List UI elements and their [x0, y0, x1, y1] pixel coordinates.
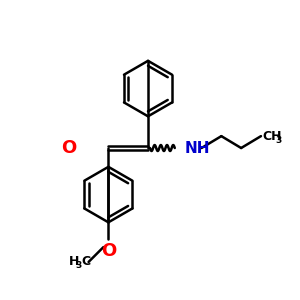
Text: 3: 3: [276, 136, 282, 145]
Text: 3: 3: [76, 261, 82, 270]
Text: NH: NH: [185, 140, 210, 155]
Text: O: O: [61, 139, 77, 157]
Text: CH: CH: [262, 130, 281, 142]
Text: O: O: [101, 242, 116, 260]
Text: H: H: [69, 256, 79, 268]
Text: C: C: [82, 256, 91, 268]
